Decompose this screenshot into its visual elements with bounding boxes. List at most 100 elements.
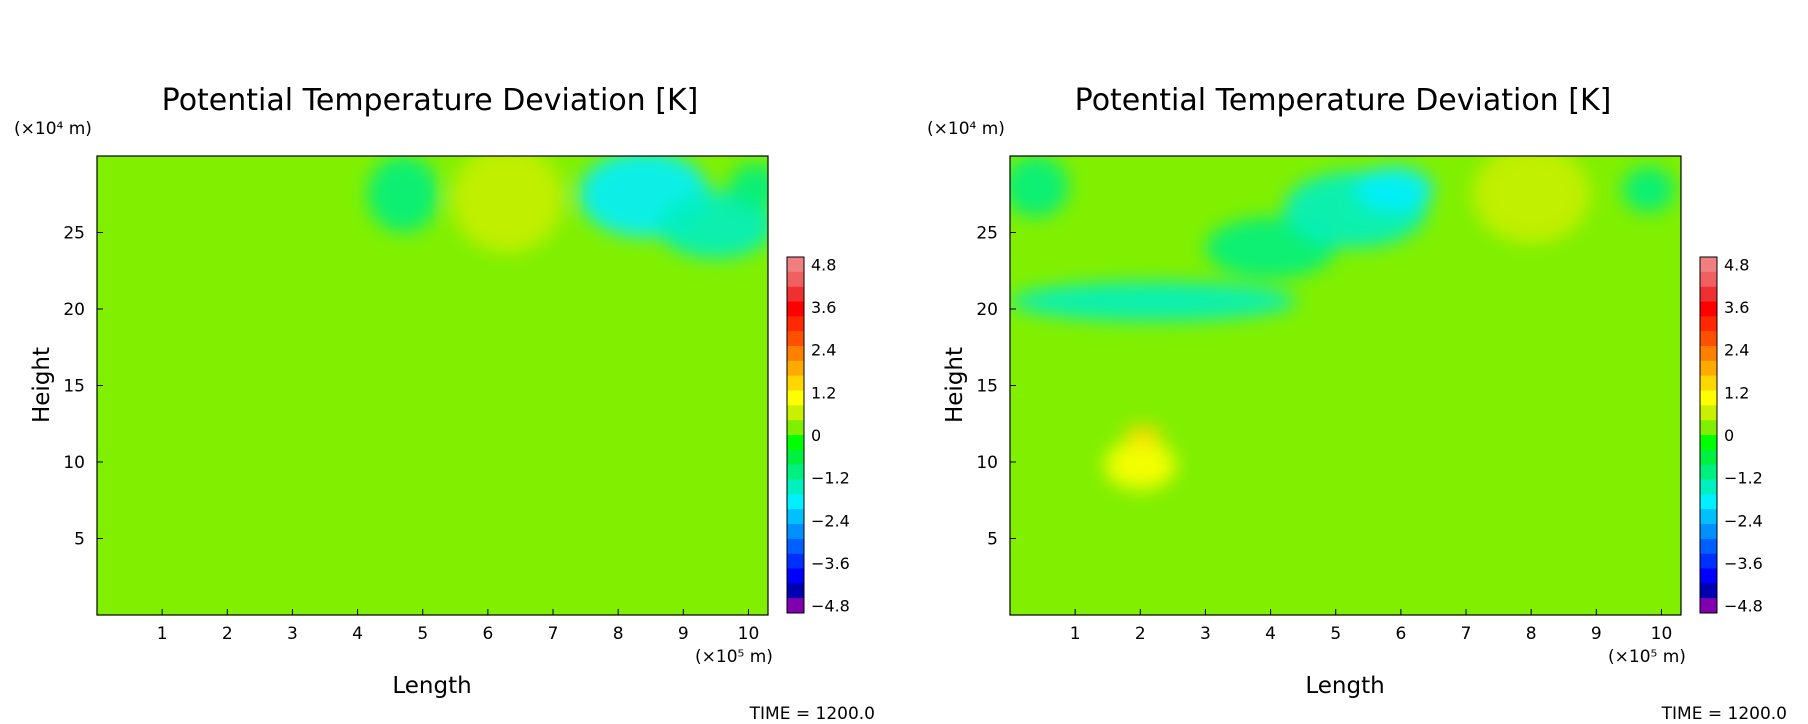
colorbar-swatch (787, 553, 804, 569)
colorbar-tick-label: 4.8 (1724, 255, 1749, 274)
y-axis-unit: (×10⁴ m) (14, 119, 92, 139)
x-tick-label: 10 (1651, 624, 1673, 644)
heatmap-anomaly (1104, 440, 1177, 490)
x-tick-label: 9 (1591, 624, 1602, 644)
colorbar-swatch (787, 583, 804, 599)
colorbar-swatch (1700, 257, 1717, 273)
colorbar-swatch (787, 301, 804, 317)
x-tick-labels: 1 2 3 4 5 6 7 8 9 10 (1070, 609, 1673, 644)
x-tick-label: 4 (1265, 624, 1276, 644)
colorbar-swatch (1700, 538, 1717, 554)
x-tick-label: 9 (678, 624, 689, 644)
x-tick-label: 5 (417, 624, 428, 644)
colorbar-swatch (1700, 583, 1717, 599)
colorbar-swatch (787, 286, 804, 302)
colorbar-swatch (1700, 524, 1717, 540)
colorbar-swatch (1700, 509, 1717, 525)
colorbar-swatch (1700, 301, 1717, 317)
colorbar-swatch (1700, 346, 1717, 362)
x-tick-label: 3 (1200, 624, 1211, 644)
colorbar-swatch (1700, 375, 1717, 391)
colorbar-tick-label: 1.2 (1724, 383, 1749, 402)
chart-title: Potential Temperature Deviation [K] (162, 83, 699, 118)
heatmap-area (97, 156, 768, 615)
colorbar-swatch (787, 257, 804, 273)
colorbar-swatch (787, 331, 804, 347)
y-tick-label: 25 (63, 224, 85, 244)
x-axis-unit: (×10⁵ m) (695, 647, 773, 667)
heatmap-anomaly (452, 156, 563, 253)
colorbar-swatch (1700, 331, 1717, 347)
colorbar-swatch (1700, 286, 1717, 302)
x-tick-label: 2 (1135, 624, 1146, 644)
heatmap-anomaly (1622, 166, 1675, 213)
y-tick-label: 5 (987, 530, 998, 550)
colorbar-swatch (787, 449, 804, 465)
colorbar-swatch (787, 598, 804, 614)
y-axis-unit: (×10⁴ m) (927, 119, 1005, 139)
colorbar-swatch (1700, 598, 1717, 614)
y-tick-labels: 5 10 15 20 25 (63, 224, 103, 550)
y-tick-label: 5 (74, 530, 85, 550)
y-tick-labels: 5 10 15 20 25 (976, 224, 1016, 550)
chart-panel-left: Potential Temperature Deviation [K] (×10… (14, 83, 875, 724)
y-axis-label: Height (942, 347, 968, 423)
x-tick-label: 3 (287, 624, 298, 644)
colorbar-swatch (787, 435, 804, 451)
colorbar-tick-label: 0 (811, 426, 821, 445)
colorbar-swatch (787, 375, 804, 391)
colorbar-tick-label: 4.8 (811, 255, 836, 274)
x-tick-label: 7 (1461, 624, 1472, 644)
colorbar-tick-label: 2.4 (1724, 341, 1749, 360)
x-tick-label: 4 (352, 624, 363, 644)
colorbar-swatch (787, 524, 804, 540)
colorbar-tick-label: 3.6 (1724, 298, 1749, 317)
time-label: TIME = 1200.0 (749, 704, 875, 724)
colorbar-swatch (787, 494, 804, 510)
colorbar-swatch (1700, 568, 1717, 584)
colorbar-swatch (1700, 449, 1717, 465)
y-tick-label: 25 (976, 224, 998, 244)
y-tick-label: 20 (976, 300, 998, 320)
colorbar: 4.8 3.6 2.4 1.2 0 −1.2 −2.4 −3.6 −4.8 (1699, 255, 1763, 616)
heatmap-anomaly (657, 191, 768, 259)
colorbar-swatch (1700, 360, 1717, 376)
x-tick-label: 10 (738, 624, 760, 644)
x-tick-label: 8 (613, 624, 624, 644)
x-tick-label: 1 (157, 624, 168, 644)
heatmap-anomaly (1355, 166, 1434, 213)
colorbar-tick-label: 2.4 (811, 341, 836, 360)
x-axis-label: Length (392, 673, 471, 699)
colorbar-swatch (1700, 390, 1717, 406)
colorbar-tick-label: −2.4 (1724, 511, 1763, 530)
colorbar-tick-label: 0 (1724, 426, 1734, 445)
colorbar-tick-label: −4.8 (1724, 597, 1763, 616)
heatmap-area (1010, 156, 1681, 615)
colorbar-swatch (787, 568, 804, 584)
colorbar-swatch (787, 464, 804, 480)
y-tick-label: 10 (976, 453, 998, 473)
colorbar-tick-label: −3.6 (1724, 554, 1763, 573)
chart-panel-right: Potential Temperature Deviation [K] (×10… (927, 83, 1787, 724)
colorbar-swatch (1700, 494, 1717, 510)
colorbar-swatch (1700, 479, 1717, 495)
colorbar-swatch (787, 316, 804, 332)
colorbar-tick-label: −4.8 (811, 597, 850, 616)
x-tick-label: 7 (548, 624, 559, 644)
colorbar-swatch (787, 405, 804, 421)
heatmap-anomaly (1010, 156, 1069, 218)
colorbar-tick-label: −1.2 (811, 469, 850, 488)
time-label: TIME = 1200.0 (1661, 704, 1787, 724)
colorbar-swatch (787, 360, 804, 376)
colorbar-swatch (787, 420, 804, 436)
colorbar-swatch (1700, 553, 1717, 569)
colorbar-swatch (1700, 271, 1717, 287)
colorbar: 4.8 3.6 2.4 1.2 0 −1.2 −2.4 −3.6 −4.8 (786, 255, 850, 616)
y-axis-label: Height (29, 347, 55, 423)
x-tick-label: 2 (222, 624, 233, 644)
heatmap-anomaly (1472, 156, 1590, 244)
heatmap-anomaly (1010, 281, 1297, 322)
x-tick-label: 8 (1526, 624, 1537, 644)
colorbar-swatch (1700, 316, 1717, 332)
